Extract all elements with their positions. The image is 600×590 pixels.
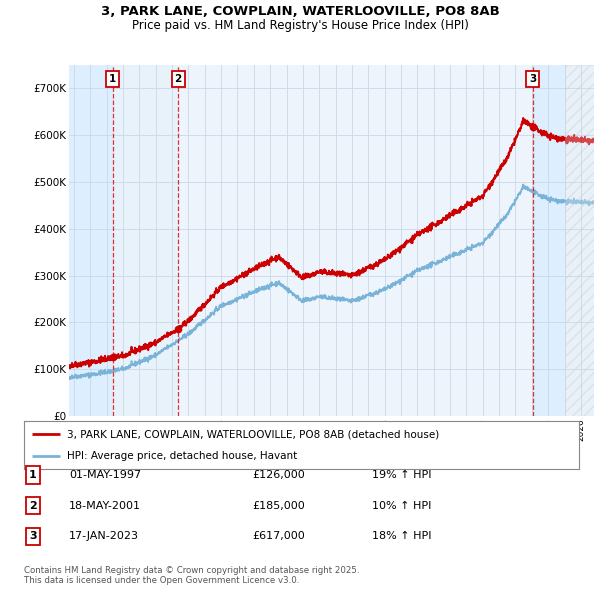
Text: 1: 1 xyxy=(29,470,37,480)
Text: £617,000: £617,000 xyxy=(252,532,305,541)
Text: 3: 3 xyxy=(529,74,536,84)
Bar xyxy=(113,65,178,416)
Text: HPI: Average price, detached house, Havant: HPI: Average price, detached house, Hava… xyxy=(67,451,298,461)
Text: 1: 1 xyxy=(109,74,116,84)
Text: Price paid vs. HM Land Registry's House Price Index (HPI): Price paid vs. HM Land Registry's House … xyxy=(131,19,469,32)
Text: 10% ↑ HPI: 10% ↑ HPI xyxy=(372,501,431,510)
Text: 18-MAY-2001: 18-MAY-2001 xyxy=(69,501,141,510)
Text: 3, PARK LANE, COWPLAIN, WATERLOOVILLE, PO8 8AB: 3, PARK LANE, COWPLAIN, WATERLOOVILLE, P… xyxy=(101,5,499,18)
Text: 19% ↑ HPI: 19% ↑ HPI xyxy=(372,470,431,480)
Bar xyxy=(69,65,113,416)
Bar xyxy=(533,65,565,416)
Text: 3, PARK LANE, COWPLAIN, WATERLOOVILLE, PO8 8AB (detached house): 3, PARK LANE, COWPLAIN, WATERLOOVILLE, P… xyxy=(67,429,440,439)
Text: 2: 2 xyxy=(175,74,182,84)
Text: Contains HM Land Registry data © Crown copyright and database right 2025.
This d: Contains HM Land Registry data © Crown c… xyxy=(24,566,359,585)
Bar xyxy=(565,65,594,416)
Bar xyxy=(178,65,533,416)
Text: £185,000: £185,000 xyxy=(252,501,305,510)
Text: 01-MAY-1997: 01-MAY-1997 xyxy=(69,470,141,480)
Text: 18% ↑ HPI: 18% ↑ HPI xyxy=(372,532,431,541)
Bar xyxy=(565,65,594,416)
Text: £126,000: £126,000 xyxy=(252,470,305,480)
Text: 2: 2 xyxy=(29,501,37,510)
Text: 17-JAN-2023: 17-JAN-2023 xyxy=(69,532,139,541)
Text: 3: 3 xyxy=(29,532,37,541)
